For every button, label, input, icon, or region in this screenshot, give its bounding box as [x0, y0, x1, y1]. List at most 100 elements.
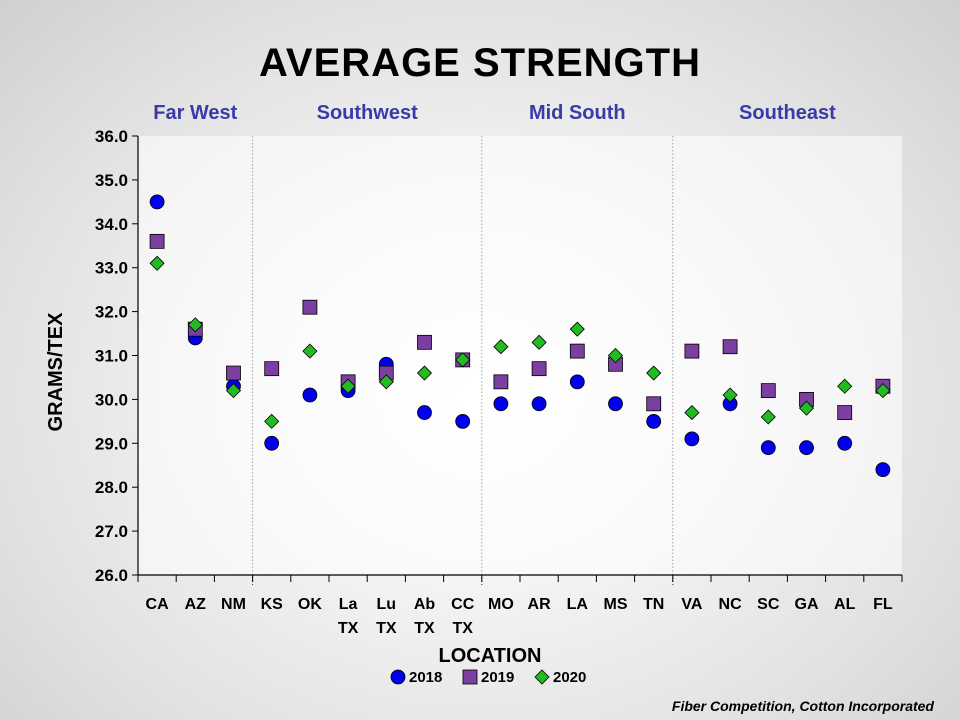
- data-point-2019: [722, 339, 738, 355]
- x-tick-label-line: Ab: [414, 596, 436, 613]
- y-axis: 26.0 27.0 28.0 29.0 30.0 31.0 32.0 33.0 34.0 35.0…: [95, 127, 139, 585]
- data-point-2020: [798, 400, 815, 416]
- x-tick-label: LA: [567, 596, 589, 613]
- data-point-2020: [416, 365, 433, 381]
- data-point-2019: [264, 361, 280, 377]
- data-point-2018: [837, 435, 853, 451]
- x-tick-label-line: La: [339, 596, 358, 613]
- x-tick-label-line: SC: [757, 596, 780, 613]
- data-point-2018: [646, 413, 662, 429]
- y-tick-label: 30.0: [95, 390, 128, 409]
- data-point-2020: [837, 378, 853, 394]
- data-point-2020: [607, 347, 624, 364]
- region-label: Southeast: [739, 102, 836, 124]
- y-tick-label: 29.0: [95, 434, 128, 453]
- x-axis-label: LOCATION: [439, 645, 542, 667]
- data-point-2020: [455, 352, 471, 368]
- data-point-2018: [302, 387, 318, 403]
- plot-area: [138, 136, 902, 575]
- series-2020: [149, 255, 891, 429]
- data-point-2020: [684, 405, 700, 421]
- y-axis-label: GRAMS/TEX: [45, 312, 67, 432]
- data-markers: [149, 194, 891, 478]
- x-tick-label: KS: [261, 596, 284, 613]
- data-point-2019: [837, 405, 853, 420]
- y-tick-label: 26.0: [95, 566, 128, 585]
- region-label: Far West: [153, 102, 237, 124]
- x-tick-label: OK: [298, 596, 322, 613]
- data-point-2018: [493, 396, 509, 412]
- data-point-2020: [187, 317, 203, 333]
- data-point-2019: [646, 396, 662, 412]
- x-tick-label: NM: [221, 596, 246, 613]
- x-tick-label: Lu TX: [376, 596, 397, 637]
- x-tick-label: FL: [873, 596, 893, 613]
- x-tick-label-line: AL: [834, 596, 856, 613]
- x-tick-label-line: TX: [414, 620, 435, 637]
- y-tick-label: 32.0: [95, 303, 128, 322]
- x-tick-label-line: MS: [604, 596, 628, 613]
- x-tick-label: MS: [604, 596, 628, 613]
- x-tick-label-line: LA: [567, 596, 589, 613]
- data-point-2020: [264, 413, 280, 429]
- x-tick-label-line: GA: [795, 596, 819, 613]
- y-tick-label: 28.0: [95, 478, 128, 497]
- region-label: Mid South: [529, 102, 626, 124]
- data-point-2018: [799, 440, 814, 456]
- x-tick-label-line: Lu: [377, 596, 397, 613]
- x-tick-label: VA: [681, 596, 702, 613]
- data-point-2020: [340, 378, 356, 394]
- data-point-2018: [760, 440, 776, 456]
- data-point-2020: [149, 255, 165, 271]
- x-tick-label: AL: [834, 596, 856, 613]
- data-point-2020: [493, 339, 509, 355]
- y-tick-label: 31.0: [95, 347, 128, 366]
- x-tick-label-line: VA: [681, 596, 702, 613]
- data-point-2019: [302, 299, 318, 315]
- data-point-2018: [569, 374, 585, 390]
- x-tick-label-line: MO: [488, 596, 514, 613]
- x-tick-label: SC: [757, 596, 780, 613]
- legend-marker-2019: [462, 669, 478, 685]
- legend-marker-2020: [534, 669, 550, 685]
- data-point-2019: [684, 343, 700, 359]
- data-point-2019: [417, 334, 432, 350]
- data-point-2019: [226, 365, 241, 381]
- data-point-2018: [264, 435, 280, 451]
- data-point-2018: [608, 396, 623, 412]
- data-point-2020: [760, 409, 776, 425]
- data-point-2020: [875, 383, 891, 399]
- x-tick-label: TN: [643, 596, 664, 613]
- x-tick-label: MO: [488, 596, 514, 613]
- y-tick-label: 34.0: [95, 215, 128, 234]
- legend-marker-2018: [390, 669, 406, 685]
- data-point-2020: [378, 374, 394, 390]
- x-tick-label-line: AR: [528, 596, 552, 613]
- x-axis: CA AZ NM KS OK La TX Lu TX Ab TX CC TX MO AR LA MS TN VA NC…: [137, 574, 903, 637]
- x-tick-label: Ab TX: [414, 596, 436, 637]
- y-tick-label: 27.0: [95, 522, 128, 541]
- data-point-2018: [531, 396, 547, 412]
- data-point-2019: [493, 374, 509, 390]
- data-point-2019: [149, 233, 165, 249]
- x-tick-label-line: AZ: [185, 596, 207, 613]
- data-point-2020: [531, 334, 547, 350]
- data-point-2020: [569, 321, 585, 337]
- region-label: Southwest: [317, 102, 418, 124]
- series-2018: [149, 194, 891, 478]
- legend-label: 2020: [553, 669, 586, 686]
- data-point-2019: [760, 383, 776, 399]
- x-tick-label: La TX: [338, 596, 359, 637]
- y-tick-label: 35.0: [95, 171, 128, 190]
- x-tick-label-line: TX: [376, 620, 397, 637]
- chart-title: AVERAGE STRENGTH: [259, 41, 701, 85]
- x-tick-label-line: TX: [338, 620, 359, 637]
- data-point-2019: [531, 361, 547, 377]
- plot-background: [138, 136, 902, 575]
- data-point-2018: [875, 462, 891, 478]
- data-point-2020: [722, 387, 738, 403]
- data-point-2020: [302, 343, 318, 359]
- legend-label: 2019: [481, 669, 514, 686]
- data-point-2019: [569, 343, 585, 359]
